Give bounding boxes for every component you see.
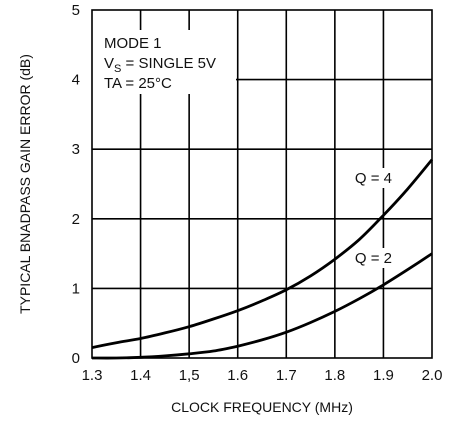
series-label: Q = 4 [355, 170, 392, 187]
annotation-box [92, 30, 236, 94]
x-tick-label: 1.3 [82, 367, 103, 384]
y-tick-label: 5 [72, 2, 80, 19]
series-label: Q = 2 [355, 250, 392, 267]
annotation-mode: MODE 1 [104, 35, 162, 52]
annotation-temperature: TA = 25°C [104, 75, 172, 92]
x-tick-labels: 1.3 1.4 1,5 1.6 1.7 1.8 1.9 2.0 [82, 367, 443, 384]
series-label-bg [356, 168, 396, 188]
series-labels: Q = 4 Q = 2 [355, 168, 396, 268]
series-curve [91, 158, 434, 349]
y-tick-label: 0 [72, 350, 80, 367]
x-tick-label: 2.0 [422, 367, 443, 384]
x-tick-label: 1.9 [373, 367, 394, 384]
y-tick-label: 1 [72, 280, 80, 297]
series-curves [91, 158, 434, 360]
y-tick-label: 4 [72, 72, 80, 89]
y-tick-label: 3 [72, 141, 80, 158]
series-label-bg [356, 248, 396, 268]
x-tick-label: 1.4 [130, 367, 151, 384]
x-tick-label: 1.6 [227, 367, 248, 384]
annotation-supply: VS = SINGLE 5V [104, 55, 216, 75]
y-tick-labels: 0 1 2 3 4 5 [72, 2, 80, 367]
x-axis-label: CLOCK FREQUENCY (MHz) [171, 399, 353, 415]
x-tick-label: 1.8 [324, 367, 345, 384]
y-axis-label: TYPICAL BNADPASS GAIN ERROR (dB) [17, 54, 33, 314]
x-tick-label: 1,5 [179, 367, 200, 384]
plot-frame [91, 9, 433, 359]
y-tick-label: 2 [72, 211, 80, 228]
x-tick-label: 1.7 [276, 367, 297, 384]
series-curve [91, 252, 433, 360]
